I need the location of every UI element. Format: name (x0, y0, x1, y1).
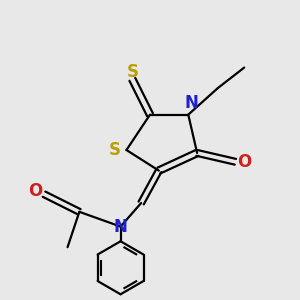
Text: S: S (126, 63, 138, 81)
Text: N: N (184, 94, 198, 112)
Text: N: N (114, 218, 128, 236)
Text: O: O (28, 182, 42, 200)
Text: S: S (109, 141, 121, 159)
Text: O: O (237, 153, 251, 171)
